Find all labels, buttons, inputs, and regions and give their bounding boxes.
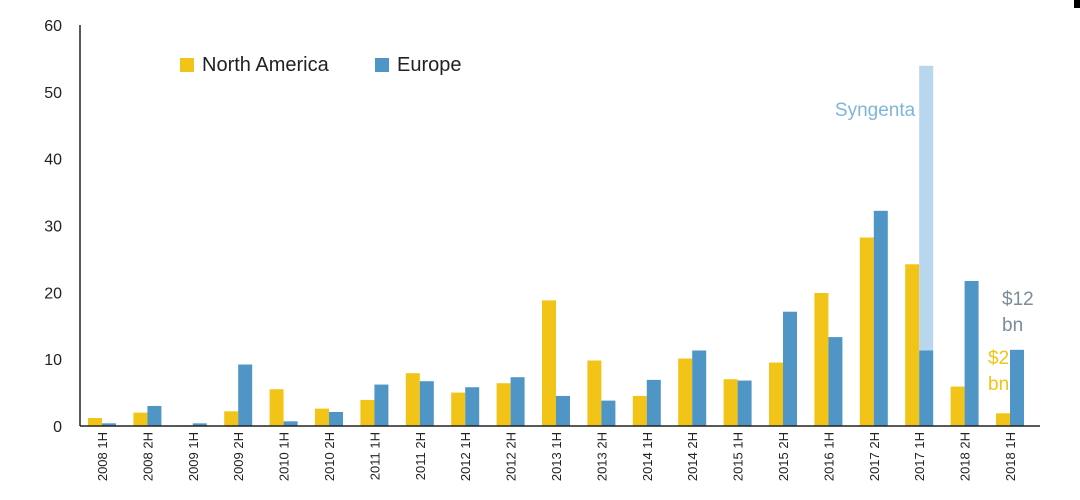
- bar-europe: [828, 337, 843, 426]
- bar-north-america: [950, 386, 965, 426]
- annotation-12bn-line: $12: [1002, 289, 1034, 310]
- bar-north-america: [769, 362, 783, 426]
- bar-europe: [737, 380, 752, 426]
- bar-europe: [601, 400, 616, 426]
- bar-north-america: [996, 413, 1010, 426]
- bar-north-america: [632, 395, 647, 426]
- bar-europe: [646, 379, 661, 426]
- bar-europe: [419, 381, 434, 426]
- bar-north-america: [587, 360, 602, 426]
- bar-europe: [783, 311, 797, 426]
- x-tick-label: 2013 1H: [549, 432, 564, 481]
- y-tick-label: 0: [53, 419, 62, 436]
- syngenta-overlay: Syngenta: [835, 65, 934, 351]
- x-tick-label: 2010 2H: [322, 432, 337, 481]
- legend-north-america-swatch: [180, 58, 194, 72]
- y-tick-label: 60: [44, 18, 62, 35]
- x-tick-label: 2012 1H: [458, 432, 473, 481]
- x-axis-labels: 2008 1H 2008 2H 2009 1H 2009 2H 2010 1H 2010 …: [95, 432, 1018, 481]
- bar-europe: [192, 423, 207, 426]
- bar-north-america: [269, 389, 284, 426]
- x-tick-label: 2008 2H: [140, 432, 155, 481]
- bar-north-america: [315, 408, 329, 426]
- bar-north-america: [814, 293, 829, 426]
- y-tick-label: 50: [44, 85, 62, 102]
- x-tick-label: 2017 2H: [867, 432, 882, 481]
- legend-europe-label: Europe: [397, 54, 462, 76]
- x-tick-label: 2011 2H: [413, 432, 428, 480]
- corner-mark: [1074, 0, 1080, 8]
- x-tick-label: 2013 2H: [594, 432, 609, 481]
- bar-europe: [147, 405, 162, 426]
- x-tick-label: 2009 1H: [186, 432, 201, 481]
- x-tick-label: 2008 1H: [95, 432, 110, 481]
- x-tick-label: 2017 1H: [912, 432, 927, 481]
- bar-north-america: [859, 237, 874, 426]
- bar-europe: [102, 423, 116, 426]
- bar-north-america: [905, 264, 920, 426]
- syngenta-label: Syngenta: [835, 100, 916, 121]
- x-tick-label: 2012 2H: [504, 432, 519, 481]
- bar-europe: [374, 384, 389, 426]
- bar-europe: [919, 350, 934, 426]
- bar-europe: [510, 377, 525, 426]
- bar-north-america: [405, 373, 420, 426]
- bar-north-america: [451, 392, 466, 426]
- x-tick-label: 2016 1H: [821, 432, 836, 481]
- bar-europe: [465, 387, 480, 426]
- bar-north-america: [496, 383, 511, 426]
- x-tick-label: 2011 1H: [367, 432, 382, 480]
- bar-europe: [556, 395, 570, 426]
- bars: [88, 210, 1024, 426]
- x-tick-label: 2014 1H: [640, 432, 655, 481]
- bar-north-america: [133, 412, 148, 426]
- x-tick-label: 2018 1H: [1003, 432, 1018, 481]
- annotation-12bn-line: bn: [1002, 315, 1023, 336]
- annotation-2bn-line: $2: [988, 348, 1009, 369]
- x-tick-label: 2018 2H: [958, 432, 973, 481]
- bar-europe: [283, 421, 298, 426]
- annotations: $12 bn $2 bn: [988, 289, 1034, 395]
- bar-europe: [329, 411, 343, 426]
- bar-europe: [964, 280, 979, 426]
- y-tick-label: 40: [44, 152, 62, 169]
- y-tick-label: 10: [44, 352, 62, 369]
- y-axis-ticks: 0 10 20 30 40 50 60: [44, 18, 62, 436]
- x-tick-label: 2010 1H: [277, 432, 292, 481]
- bar-north-america: [678, 358, 693, 426]
- y-tick-label: 20: [44, 285, 62, 302]
- bar-europe: [238, 364, 253, 426]
- annotation-2bn-line: bn: [988, 374, 1009, 395]
- bar-north-america: [360, 399, 375, 426]
- bar-north-america: [224, 411, 239, 426]
- x-tick-label: 2009 2H: [231, 432, 246, 481]
- bar-europe: [692, 350, 707, 426]
- x-tick-label: 2015 2H: [776, 432, 791, 481]
- y-tick-label: 30: [44, 219, 62, 236]
- syngenta-bar: [919, 65, 934, 351]
- bar-europe: [1010, 349, 1024, 426]
- bar-north-america: [88, 417, 102, 426]
- bar-europe: [873, 210, 888, 426]
- bar-north-america: [542, 300, 556, 426]
- bar-north-america: [723, 379, 738, 426]
- legend-europe-swatch: [375, 58, 389, 72]
- x-tick-label: 2014 2H: [685, 432, 700, 481]
- legend: North America Europe: [180, 54, 462, 76]
- legend-north-america-label: North America: [202, 54, 330, 76]
- x-tick-label: 2015 1H: [731, 432, 746, 481]
